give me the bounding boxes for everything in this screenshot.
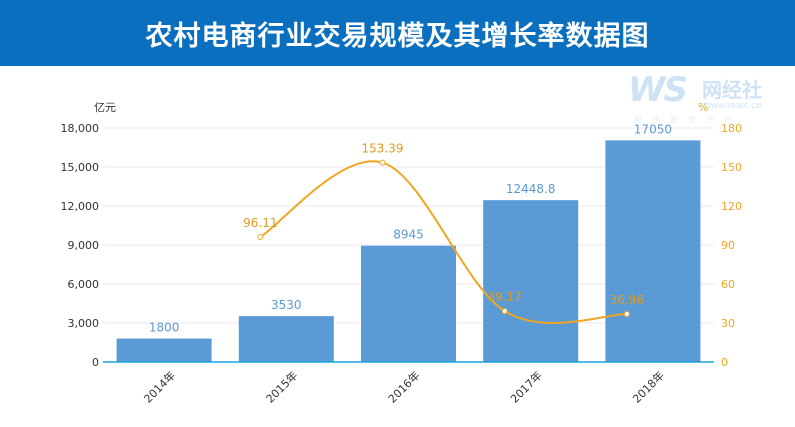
bar — [483, 200, 579, 362]
y-left-tick-label: 3,000 — [68, 317, 100, 330]
x-tick-label: 2014年 — [141, 368, 178, 405]
y-left-tick-label: 15,000 — [61, 161, 100, 174]
growth-rate-label: 36.96 — [610, 293, 644, 307]
growth-rate-point — [257, 234, 264, 241]
y-right-tick-label: 60 — [721, 278, 735, 291]
x-tick-label: 2017年 — [507, 368, 544, 405]
y-left-tick-label: 0 — [92, 356, 99, 369]
growth-rate-label: 153.39 — [362, 142, 404, 156]
growth-rate-point — [501, 308, 508, 315]
bar-value-label: 8945 — [393, 228, 424, 242]
y-right-tick-label: 0 — [721, 356, 728, 369]
y-left-tick-label: 6,000 — [68, 278, 100, 291]
x-tick-label: 2015年 — [263, 368, 300, 405]
growth-rate-point — [623, 310, 630, 317]
growth-rate-line — [259, 160, 627, 324]
y-left-tick-label: 9,000 — [68, 239, 100, 252]
chart-title: 农村电商行业交易规模及其增长率数据图 — [145, 20, 650, 52]
bar-value-label: 3530 — [271, 298, 302, 312]
y-left-tick-label: 18,000 — [61, 122, 100, 135]
watermark-brand: WS — [628, 70, 688, 110]
x-tick-label: 2016年 — [385, 368, 422, 405]
bar-value-label: 17050 — [634, 122, 672, 136]
bar — [116, 338, 212, 362]
bar — [238, 316, 334, 362]
y-left-tick-label: 12,000 — [61, 200, 100, 213]
bar-value-label: 12448.8 — [506, 182, 556, 196]
growth-rate-point — [379, 159, 386, 166]
bar-value-label: 1800 — [149, 321, 180, 335]
y-left-unit: 亿元 — [94, 101, 116, 114]
bar — [361, 245, 456, 362]
y-right-tick-label: 90 — [721, 239, 735, 252]
y-right-tick-label: 180 — [721, 122, 742, 135]
bar — [605, 140, 701, 362]
y-right-tick-label: 150 — [721, 161, 742, 174]
y-right-unit: % — [698, 101, 708, 114]
x-tick-label: 2018年 — [630, 368, 667, 405]
y-right-tick-label: 30 — [721, 317, 735, 330]
watermark-logo: WS 网经社 WWW.100EC.CN 电子商务平台 — [628, 70, 788, 124]
y-right-tick-label: 120 — [721, 200, 742, 213]
watermark-url: WWW.100EC.CN — [704, 102, 762, 110]
watermark-name: 网经社 — [702, 78, 762, 102]
watermark-slogan: 电子商务平台 — [634, 115, 742, 124]
growth-rate-label: 39.17 — [488, 290, 522, 304]
growth-rate-label: 96.11 — [243, 216, 277, 230]
title-banner: 农村电商行业交易规模及其增长率数据图 — [0, 0, 795, 66]
